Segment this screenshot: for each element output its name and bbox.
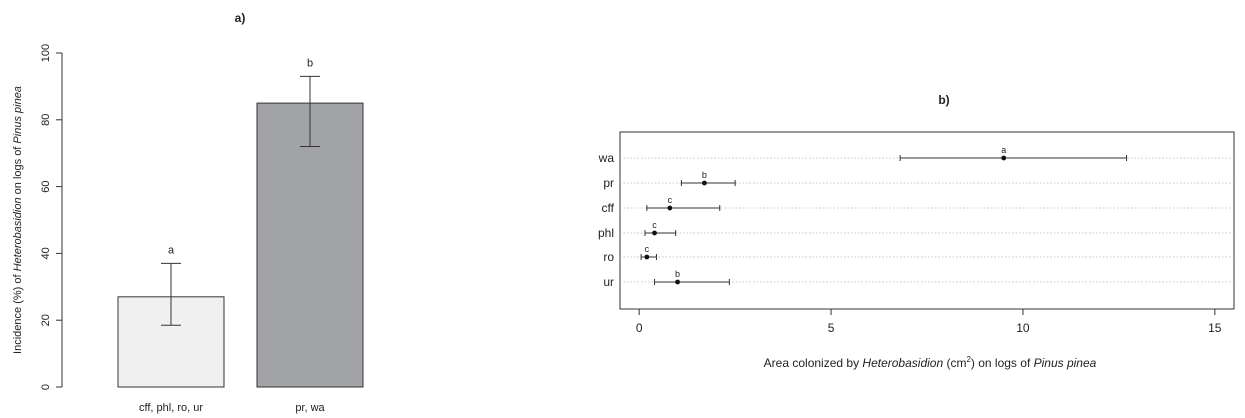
panel-a-y-tick-label: 0 [40, 384, 52, 390]
panel-b-point [667, 205, 673, 211]
panel-b-point [675, 279, 680, 285]
panel-b-category-label: wa [598, 151, 615, 165]
panel-b-x-tick-label: 5 [828, 321, 835, 335]
panel-b-x-axis-label: Area colonized by Heterobasidion (cm2) o… [764, 355, 1097, 370]
panel-b-x-axis: 0 5 10 15 [636, 309, 1222, 335]
panel-b: b) wa pr cff phl ro ur 0 5 10 15 a b c c c b Area col… [598, 93, 1235, 370]
panel-b-significance-letter: b [675, 269, 680, 279]
panel-a-bars: a cff, phl, ro, ur b pr, wa [117, 57, 364, 414]
panel-a-y-axis-label: Incidence (%) of Heterobasidion on logs … [12, 86, 24, 354]
panel-a-bar [256, 102, 364, 388]
panel-b-category-label: cff [602, 201, 615, 215]
panel-b-x-tick-label: 15 [1208, 321, 1222, 335]
panel-a-y-tick-label: 20 [40, 314, 52, 326]
panel-b-title: b) [938, 93, 949, 107]
panel-a: a) 0 20 40 60 80 100 Incidence (%) of Heterob… [12, 11, 364, 414]
panel-b-significance-letter: a [1001, 145, 1006, 155]
panel-a-significance-letter: a [168, 244, 175, 256]
panel-b-category-label: phl [598, 226, 614, 240]
panel-b-point [702, 180, 707, 186]
panel-b-category-label: ro [603, 250, 614, 264]
panel-a-y-tick-label: 60 [40, 180, 52, 192]
panel-a-y-tick-label: 80 [40, 114, 52, 126]
panel-b-significance-letter: c [668, 195, 673, 205]
panel-a-title: a) [235, 11, 246, 25]
panel-b-significance-letter: b [702, 170, 707, 180]
panel-b-point [652, 230, 657, 236]
panel-b-point [644, 254, 650, 260]
panel-a-y-axis: 0 20 40 60 80 100 [40, 44, 63, 390]
panel-a-significance-letter: b [307, 57, 313, 69]
panel-b-category-label: pr [603, 176, 614, 190]
panel-b-significance-letter: c [645, 244, 650, 254]
panel-b-points: a b c c c b [640, 145, 1128, 285]
panel-b-x-tick-label: 10 [1016, 321, 1030, 335]
panel-a-y-tick-label: 100 [40, 44, 52, 62]
panel-b-significance-letter: c [652, 220, 657, 230]
panel-b-grid: wa pr cff phl ro ur [598, 151, 1234, 289]
panel-b-point [1001, 155, 1007, 161]
panel-a-y-tick-label: 40 [40, 247, 52, 259]
panel-b-category-label: ur [603, 275, 614, 289]
panel-a-category-label: cff, phl, ro, ur [139, 402, 203, 414]
panel-a-category-label: pr, wa [295, 402, 325, 414]
panel-b-x-tick-label: 0 [636, 321, 643, 335]
panel-b-plot-frame [619, 131, 1235, 310]
